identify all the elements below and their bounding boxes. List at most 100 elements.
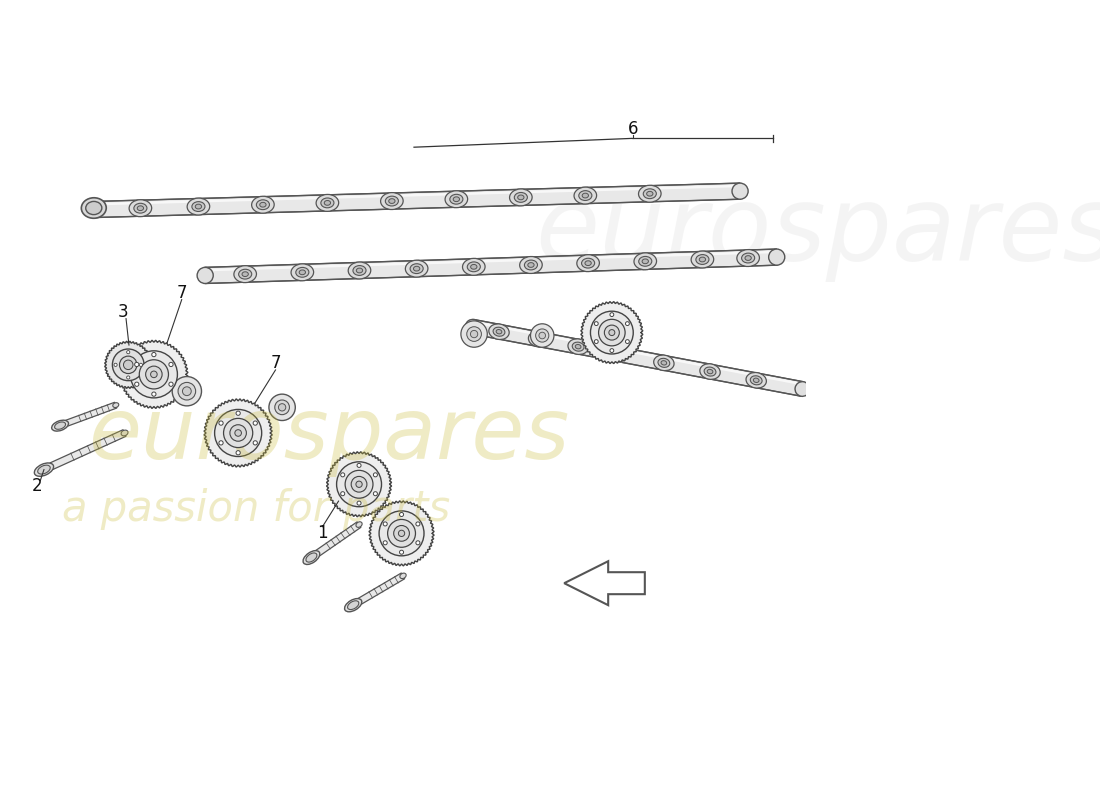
Ellipse shape [707, 370, 713, 374]
Ellipse shape [356, 522, 362, 527]
Ellipse shape [528, 331, 549, 347]
Circle shape [358, 501, 361, 505]
Ellipse shape [582, 193, 588, 198]
Circle shape [373, 492, 377, 496]
Ellipse shape [306, 553, 317, 562]
Ellipse shape [615, 352, 620, 356]
Circle shape [345, 470, 373, 498]
Ellipse shape [87, 202, 103, 218]
Circle shape [416, 522, 420, 526]
Circle shape [471, 330, 477, 338]
Circle shape [223, 418, 253, 447]
Polygon shape [564, 562, 645, 605]
Ellipse shape [113, 402, 119, 407]
Circle shape [609, 330, 615, 335]
Ellipse shape [453, 197, 460, 202]
Circle shape [230, 425, 246, 442]
Circle shape [219, 441, 223, 445]
Ellipse shape [349, 262, 371, 279]
Text: 7: 7 [271, 354, 281, 372]
Ellipse shape [410, 264, 424, 274]
Polygon shape [95, 183, 740, 218]
Ellipse shape [260, 202, 266, 207]
Circle shape [236, 450, 240, 455]
Ellipse shape [536, 337, 541, 342]
Ellipse shape [574, 187, 596, 204]
Circle shape [337, 462, 382, 506]
Ellipse shape [197, 267, 213, 283]
Circle shape [152, 353, 156, 357]
Ellipse shape [316, 194, 339, 211]
Circle shape [383, 522, 387, 526]
Circle shape [253, 441, 257, 445]
Ellipse shape [519, 257, 542, 274]
Ellipse shape [406, 260, 428, 277]
Ellipse shape [585, 261, 592, 266]
Circle shape [626, 322, 629, 326]
Ellipse shape [234, 266, 256, 282]
Ellipse shape [129, 200, 152, 217]
Ellipse shape [196, 204, 201, 209]
Ellipse shape [568, 339, 588, 354]
Circle shape [173, 377, 201, 406]
Circle shape [609, 313, 614, 317]
Polygon shape [120, 340, 188, 408]
Ellipse shape [52, 420, 68, 431]
Ellipse shape [187, 198, 210, 215]
Ellipse shape [256, 200, 270, 210]
Ellipse shape [239, 270, 252, 279]
Ellipse shape [509, 189, 532, 206]
Ellipse shape [634, 253, 657, 270]
Circle shape [416, 541, 420, 545]
Ellipse shape [691, 251, 714, 268]
Ellipse shape [121, 430, 128, 436]
Ellipse shape [515, 193, 527, 202]
Circle shape [151, 371, 157, 378]
Circle shape [275, 400, 289, 414]
Ellipse shape [745, 256, 751, 261]
Ellipse shape [134, 203, 147, 213]
Ellipse shape [704, 367, 716, 376]
Ellipse shape [242, 272, 249, 277]
Ellipse shape [518, 195, 524, 200]
Ellipse shape [582, 258, 595, 268]
Text: eurospares: eurospares [88, 394, 569, 477]
Ellipse shape [191, 202, 205, 211]
Ellipse shape [653, 355, 674, 370]
Ellipse shape [496, 330, 502, 334]
Polygon shape [370, 501, 434, 566]
Circle shape [268, 394, 295, 421]
Circle shape [152, 392, 156, 396]
Polygon shape [104, 342, 152, 388]
Circle shape [169, 382, 173, 386]
Text: 6: 6 [628, 120, 638, 138]
Ellipse shape [488, 324, 509, 339]
Ellipse shape [356, 268, 363, 273]
Circle shape [379, 511, 424, 556]
Ellipse shape [638, 186, 661, 202]
Ellipse shape [450, 194, 463, 204]
Ellipse shape [296, 267, 309, 278]
Ellipse shape [388, 198, 395, 203]
Circle shape [214, 410, 262, 457]
Circle shape [461, 321, 487, 347]
Circle shape [253, 421, 257, 426]
Circle shape [145, 366, 162, 382]
Circle shape [341, 492, 344, 496]
Circle shape [594, 340, 598, 343]
Ellipse shape [750, 376, 762, 385]
Circle shape [373, 473, 377, 477]
Ellipse shape [446, 190, 468, 208]
Circle shape [130, 351, 177, 398]
Ellipse shape [468, 262, 481, 272]
Polygon shape [581, 302, 642, 363]
Circle shape [358, 463, 361, 467]
Ellipse shape [576, 254, 600, 272]
Polygon shape [66, 402, 117, 426]
Ellipse shape [400, 573, 406, 578]
Ellipse shape [528, 262, 535, 267]
Circle shape [399, 513, 404, 517]
Circle shape [126, 350, 130, 354]
Circle shape [341, 473, 344, 477]
Ellipse shape [292, 264, 313, 281]
